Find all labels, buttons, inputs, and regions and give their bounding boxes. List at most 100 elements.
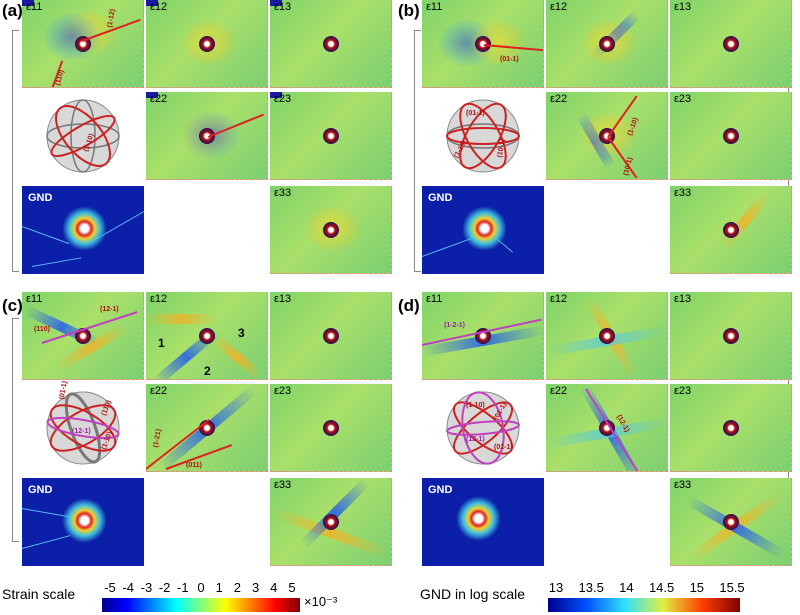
panel-d-e22-map: ε22 (12-1) <box>546 384 668 472</box>
gnd-scale-title: GND in log scale <box>420 586 526 602</box>
arrow-label-1: 1 <box>158 336 165 350</box>
trace-c-8: (011) <box>186 462 202 469</box>
label-b-e33: ε33 <box>674 187 692 199</box>
trace-d-4: (12-1) <box>466 436 485 443</box>
panel-c-e13-map: ε13 <box>270 292 392 380</box>
label-b-e13: ε13 <box>674 1 692 13</box>
strain-scale-multiplier: ×10⁻³ <box>304 594 338 609</box>
label-c-e23: ε23 <box>274 385 292 397</box>
label-b-e22: ε22 <box>550 93 568 105</box>
gnd-label-a: GND <box>28 192 53 204</box>
panel-b-e12-map: ε12 <box>546 0 668 88</box>
strain-scale-tick: -4 <box>122 580 134 595</box>
panel-d-e33-map: ε33 <box>670 478 792 566</box>
strain-scale-tick: -3 <box>140 580 153 595</box>
panel-label-c: (c) <box>2 296 23 315</box>
gnd-scale-tick: 14 <box>619 580 634 595</box>
trace-c-7: (1-21) <box>152 428 163 449</box>
label-c-e33: ε33 <box>274 479 292 491</box>
gnd-scale-tick: 14.5 <box>648 580 675 595</box>
trace-d-2: (1-10) <box>466 402 485 409</box>
label-b-e12: ε12 <box>550 1 568 13</box>
strain-colorbar <box>102 598 300 612</box>
trace-b-2: (01-1) <box>466 110 485 117</box>
panel-c-e11-map: ε11 (12-1) (110) <box>22 292 144 380</box>
panel-d-e23-map: ε23 <box>670 384 792 472</box>
label-d-e33: ε33 <box>674 479 692 491</box>
label-d-e22: ε22 <box>550 385 568 397</box>
label-e23: ε23 <box>274 93 292 105</box>
label-c-e12: ε12 <box>150 293 168 305</box>
trace-d-5: (01-1) <box>494 444 513 451</box>
strain-scale-tick: 0 <box>197 580 205 595</box>
panel-label-b: (b) <box>398 1 420 20</box>
label-e22: ε22 <box>150 93 168 105</box>
label-d-e11: ε11 <box>426 293 443 305</box>
label-b-e23: ε23 <box>674 93 692 105</box>
trace-d-1: (1-2-1) <box>444 322 466 329</box>
label-d-e13: ε13 <box>674 293 692 305</box>
panel-a-e22-map: ε22 <box>146 92 268 180</box>
label-b-e11: ε11 <box>426 1 443 13</box>
panel-d-e11-map: ε11 (1-2-1) <box>422 292 544 380</box>
panel-label-a: (a) <box>2 1 23 20</box>
strain-scale-tick: -2 <box>158 580 171 595</box>
arrow-label-2: 2 <box>204 364 211 378</box>
label-e12: ε12 <box>150 1 168 13</box>
strain-scale-tick: -5 <box>104 580 116 595</box>
panel-c-e12-map: ε12 1 2 3 <box>146 292 268 380</box>
trace-c-5: (12-1) <box>72 428 91 435</box>
gnd-scale-tick: 15.5 <box>719 580 745 595</box>
strain-scale-tick: 1 <box>215 580 223 595</box>
label-d-e12: ε12 <box>550 293 568 305</box>
panel-a-gnd-map: GND <box>22 186 144 274</box>
panel-a-e12-map: ε12 <box>146 0 268 88</box>
panel-d-pole-figure: (1-10) (01-1) (12-1) (01-1) <box>422 384 544 472</box>
panel-b-e13-map: ε13 <box>670 0 792 88</box>
panel-c-e23-map: ε23 <box>270 384 392 472</box>
panel-a-pole-figure: (1-10) <box>22 92 144 180</box>
label-d-e23: ε23 <box>674 385 692 397</box>
panel-b-gnd-map: GND <box>422 186 544 274</box>
strain-scale-tick: 3 <box>251 580 260 595</box>
trace-c-1: (12-1) <box>100 306 119 313</box>
gnd-scale-tick: 13 <box>548 580 564 595</box>
panel-a-e11-map: ε11 (1-12) (110) <box>22 0 144 88</box>
panel-d-e12-map: ε12 <box>546 292 668 380</box>
label-e33: ε33 <box>274 187 292 199</box>
gnd-label-c: GND <box>28 484 53 496</box>
panel-d-e13-map: ε13 <box>670 292 792 380</box>
label-c-e13: ε13 <box>274 293 292 305</box>
strain-scale-tick: -1 <box>177 580 189 595</box>
label-c-e11: ε11 <box>26 293 43 305</box>
bracket-b <box>414 30 421 272</box>
bracket-a <box>12 30 19 272</box>
panel-c-e22-map: ε22 (1-21) (011) <box>146 384 268 472</box>
gnd-scale-tick: 13.5 <box>578 580 604 595</box>
panel-b-e33-map: ε33 <box>670 186 792 274</box>
panel-d-gnd-map: GND <box>422 478 544 566</box>
gnd-colorbar <box>548 598 740 612</box>
panel-b-pole-figure: (01-1) (1-10) (10-1) <box>422 92 544 180</box>
trace-b-1: (01-1) <box>500 56 519 63</box>
gnd-scale-tick: 15 <box>689 580 705 595</box>
gnd-label-d: GND <box>428 484 453 496</box>
label-c-e22: ε22 <box>150 385 168 397</box>
bracket-c <box>12 318 19 542</box>
strain-scale-tick: 2 <box>233 580 241 595</box>
panel-b-e22-map: ε22 (1-10) (10-1) <box>546 92 668 180</box>
panel-label-d: (d) <box>398 296 420 315</box>
panel-a-e33-map: ε33 <box>270 186 392 274</box>
panel-c-e33-map: ε33 <box>270 478 392 566</box>
panel-a-e23-map: ε23 <box>270 92 392 180</box>
arrow-label-3: 3 <box>238 326 245 340</box>
strain-scale-title: Strain scale <box>2 586 76 602</box>
panel-b-e11-map: ε11 (01-1) <box>422 0 544 88</box>
gnd-label-b: GND <box>428 192 453 204</box>
strain-scale-tick: 5 <box>288 580 296 595</box>
panel-c-pole-figure: (01-1) (110) (12-1) (1-10) <box>22 380 144 472</box>
label-e11: ε11 <box>26 1 43 13</box>
trace-c-2: (110) <box>34 326 50 333</box>
panel-c-gnd-map: GND <box>22 478 144 566</box>
panel-b-e23-map: ε23 <box>670 92 792 180</box>
